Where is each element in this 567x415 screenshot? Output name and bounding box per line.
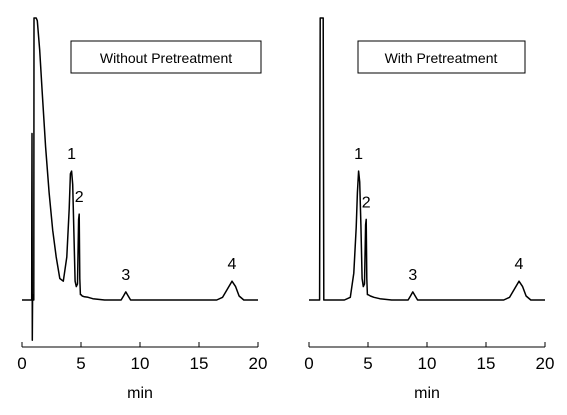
x-axis-label: min — [414, 385, 440, 402]
x-tick-label: 5 — [363, 354, 372, 373]
chromatogram-trace — [309, 17, 545, 301]
x-axis-label: min — [127, 385, 153, 402]
peak-label-2: 2 — [75, 189, 84, 206]
chromatogram-trace — [22, 17, 258, 342]
peak-label-3: 3 — [408, 267, 417, 284]
x-tick-label: 0 — [17, 354, 26, 373]
chart-panel-without-pretreatment: Without Pretreatment 1 2 3 4 0 5 10 15 20 mi… — [17, 17, 267, 402]
x-tick-label: 20 — [536, 354, 555, 373]
x-tick-label: 10 — [418, 354, 437, 373]
peak-label-4: 4 — [228, 256, 237, 273]
x-tick-label: 10 — [131, 354, 150, 373]
chart-panel-with-pretreatment: With Pretreatment 1 2 3 4 0 5 10 15 20 min — [304, 17, 554, 402]
x-axis-ticks: 0 5 10 15 20 — [304, 342, 554, 373]
peak-label-2: 2 — [362, 194, 371, 211]
peak-label-1: 1 — [67, 146, 76, 163]
x-tick-label: 15 — [477, 354, 496, 373]
chart-title-box — [70, 40, 262, 74]
x-tick-label: 15 — [190, 354, 209, 373]
x-tick-label: 20 — [249, 354, 268, 373]
chart-title: With Pretreatment — [385, 50, 498, 66]
peak-label-4: 4 — [515, 256, 524, 273]
peak-label-3: 3 — [121, 267, 130, 284]
chart-title: Without Pretreatment — [100, 50, 232, 66]
peak-label-1: 1 — [354, 146, 363, 163]
x-tick-label: 0 — [304, 354, 313, 373]
x-tick-label: 5 — [76, 354, 85, 373]
x-axis-ticks: 0 5 10 15 20 — [17, 342, 267, 373]
chart-title-box — [357, 40, 526, 74]
